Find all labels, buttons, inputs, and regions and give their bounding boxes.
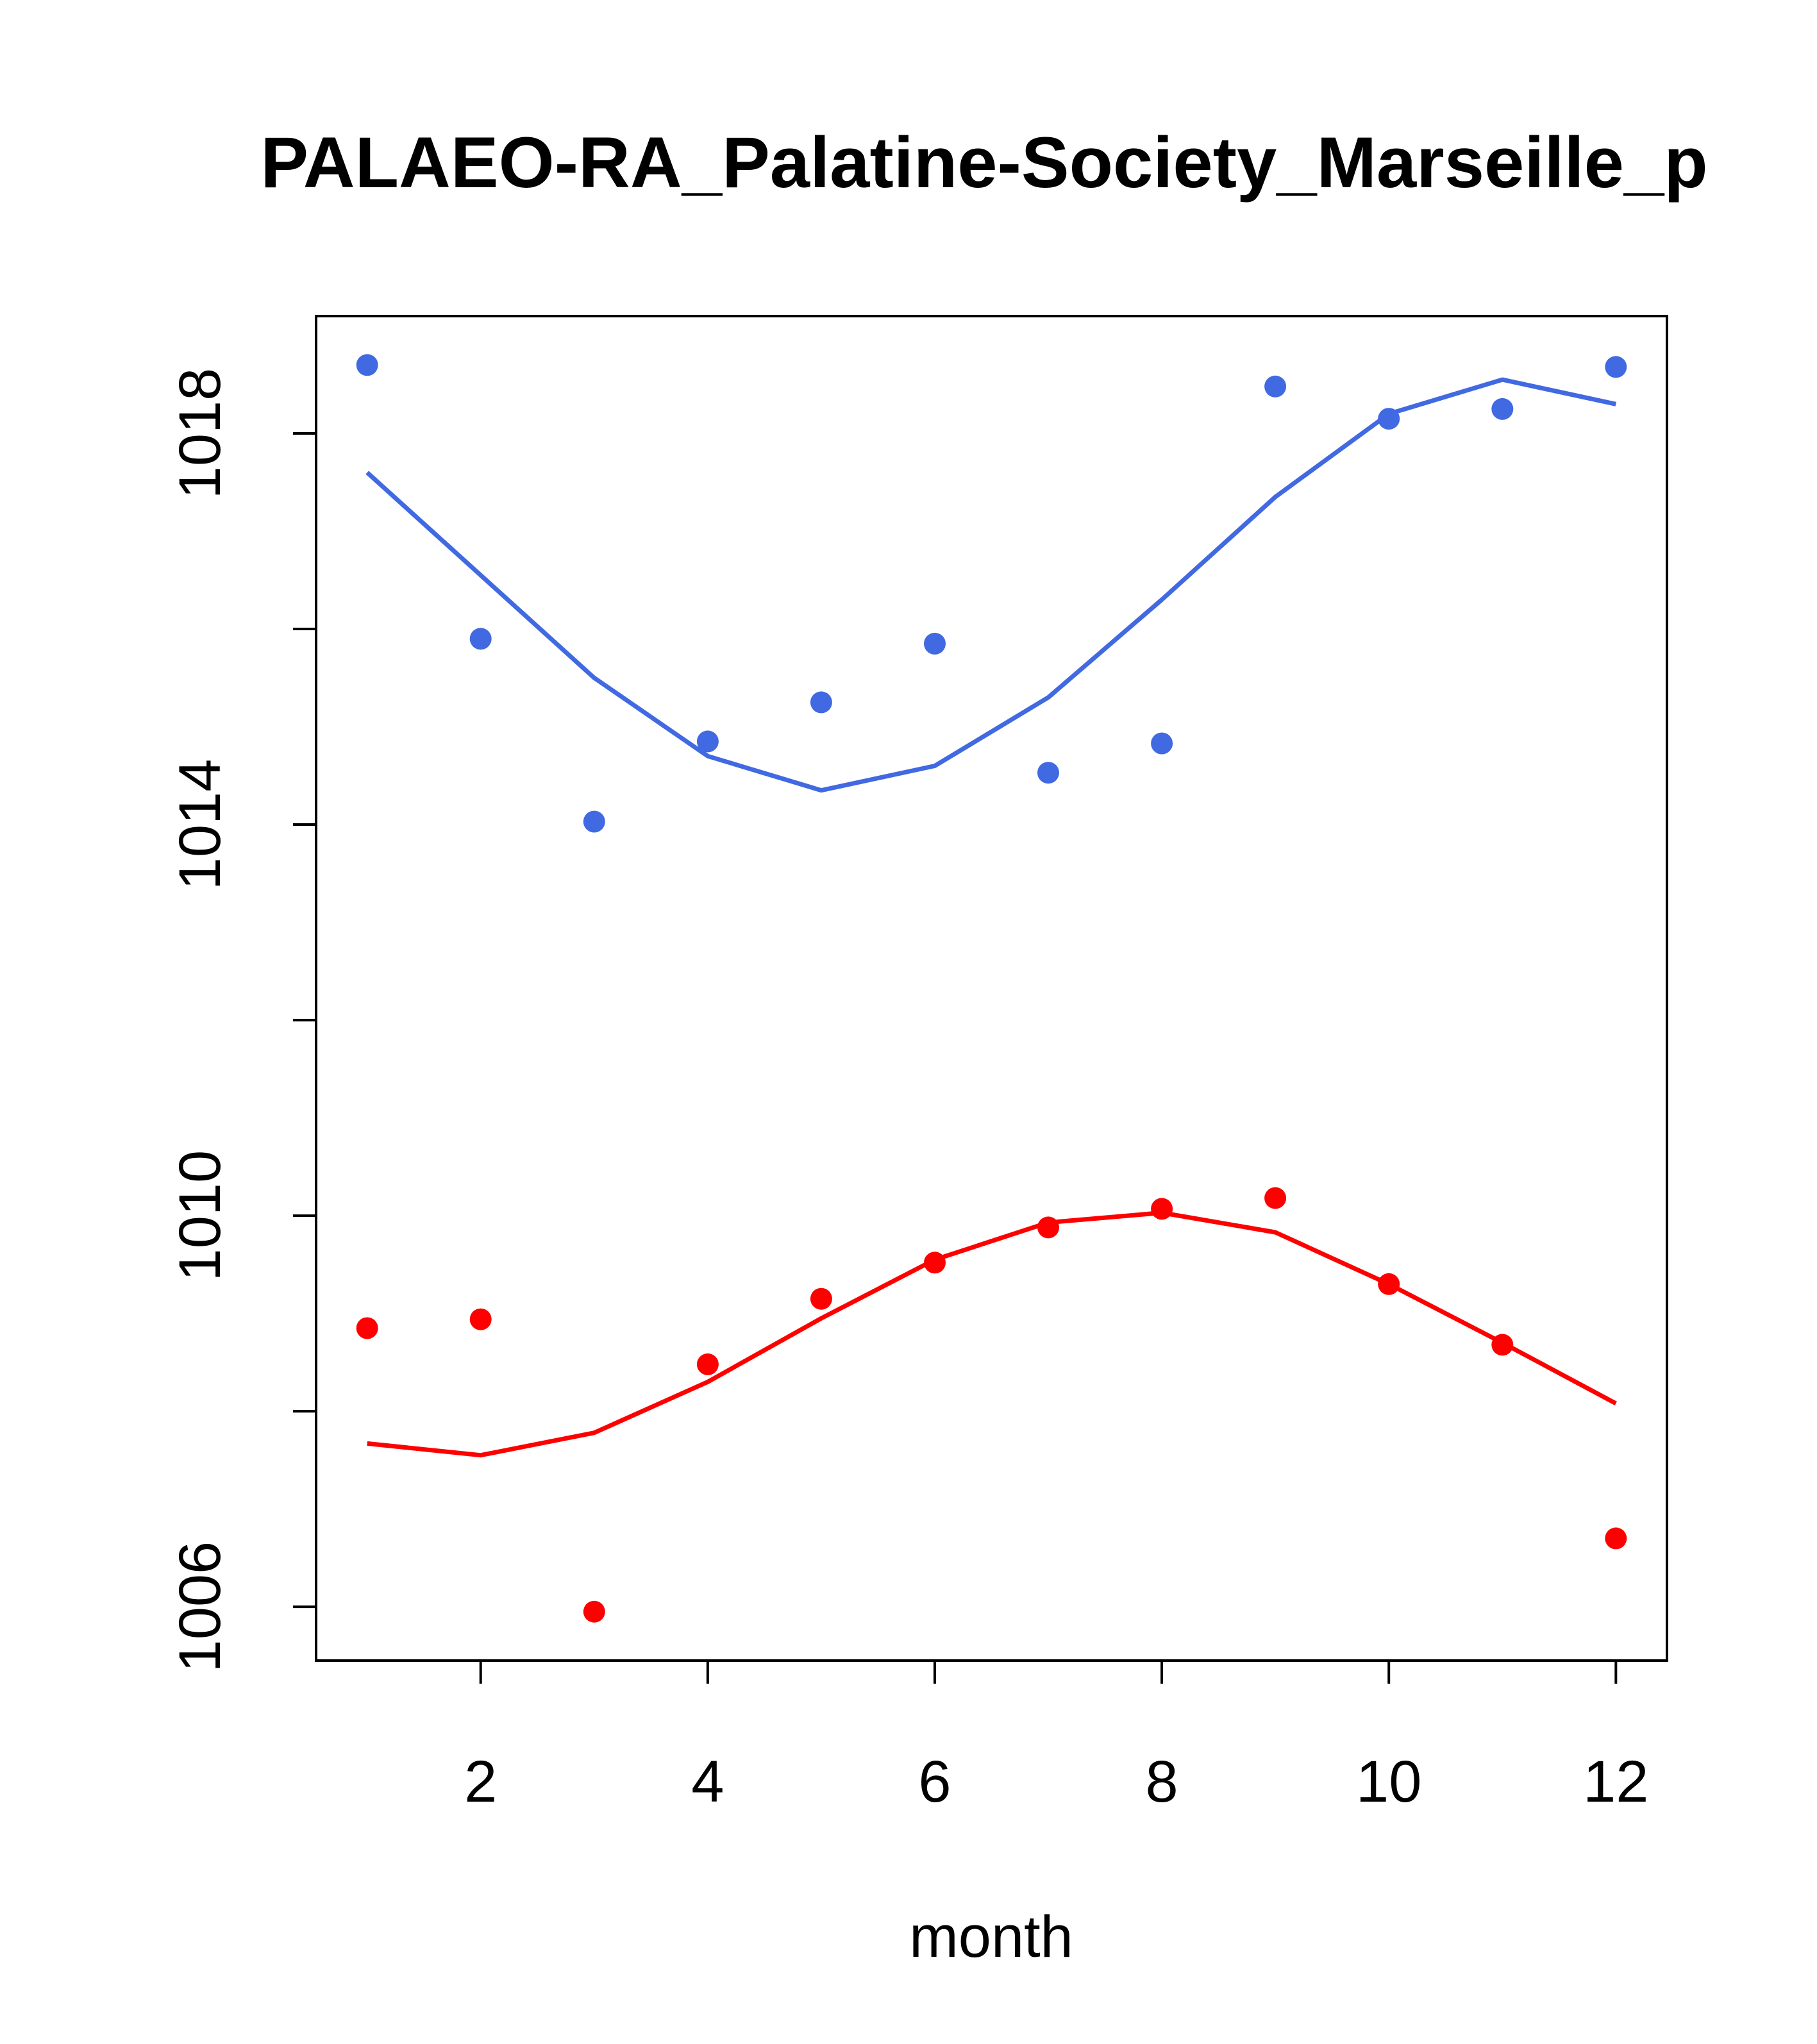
point-marks <box>356 354 1627 1623</box>
red-points-point-2 <box>469 1308 492 1330</box>
x-tick-label-8: 8 <box>1146 1749 1178 1814</box>
blue-points-point-10 <box>1378 408 1400 430</box>
chart-title: PALAEO-RA_Palatine-Society_Marseille_p <box>260 122 1707 203</box>
x-tick-label-12: 12 <box>1583 1749 1648 1814</box>
red-points-point-8 <box>1151 1198 1173 1220</box>
x-axis-label: month <box>909 1904 1073 1970</box>
y-tick-label-1010: 1010 <box>167 1150 233 1282</box>
red-points-point-10 <box>1378 1273 1400 1295</box>
blue-points-point-12 <box>1605 356 1627 378</box>
red-points-point-7 <box>1037 1216 1059 1239</box>
plot-frame <box>315 315 1668 1662</box>
blue-points-point-2 <box>469 628 492 650</box>
red-points-point-3 <box>583 1600 605 1623</box>
blue-points-point-11 <box>1491 398 1514 420</box>
red-points-point-12 <box>1605 1527 1627 1550</box>
blue-points-point-8 <box>1151 732 1173 755</box>
red-points-point-4 <box>696 1353 719 1375</box>
red-points-point-5 <box>810 1287 832 1310</box>
red-points-point-9 <box>1264 1187 1287 1209</box>
red-points-point-1 <box>356 1317 378 1339</box>
blue-points-point-6 <box>924 632 946 655</box>
x-tick-label-6: 6 <box>918 1749 951 1814</box>
blue-points-point-1 <box>356 354 378 376</box>
x-tick-label-4: 4 <box>691 1749 724 1814</box>
blue-fit-line <box>365 377 1617 793</box>
blue-points-point-4 <box>696 730 719 753</box>
red-points-point-11 <box>1491 1334 1514 1356</box>
x-axis: 2 4 6 8 10 12 <box>464 1659 1648 1814</box>
y-tick-label-1014: 1014 <box>167 759 233 891</box>
blue-points-point-3 <box>583 810 605 833</box>
red-fit-line <box>367 1210 1617 1458</box>
y-axis: 1006 1010 1014 1018 <box>167 368 317 1673</box>
x-tick-label-2: 2 <box>464 1749 497 1814</box>
blue-points-point-9 <box>1264 375 1287 398</box>
red-points-point-6 <box>924 1252 946 1274</box>
y-tick-label-1006: 1006 <box>167 1541 233 1673</box>
blue-points-point-5 <box>810 691 832 714</box>
fit-lines <box>365 377 1617 1458</box>
blue-points-point-7 <box>1037 762 1059 784</box>
x-tick-label-10: 10 <box>1356 1749 1421 1814</box>
y-tick-label-1018: 1018 <box>167 368 233 499</box>
